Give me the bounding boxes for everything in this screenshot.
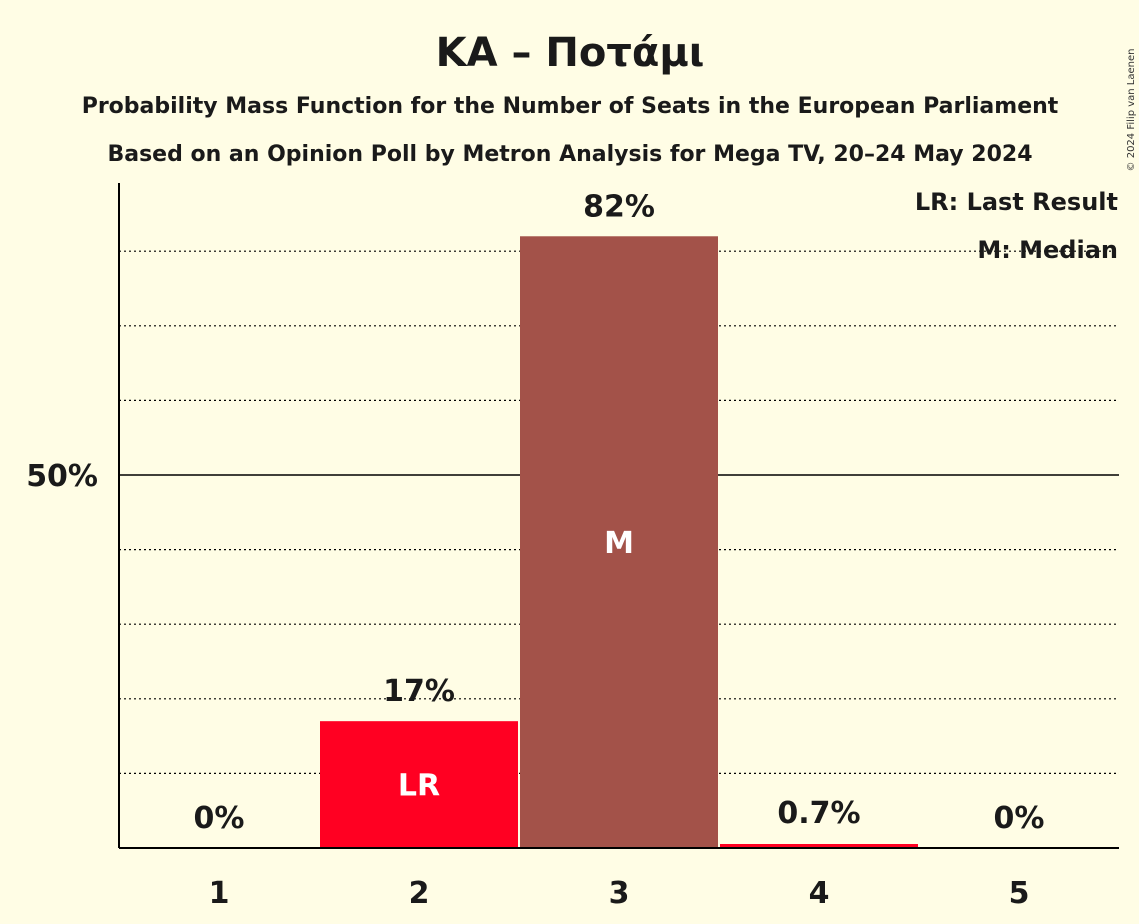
value-label-2: 17% <box>383 674 455 709</box>
bar-4 <box>720 844 918 848</box>
axes <box>118 183 1119 849</box>
chart-subtitle-source: Based on an Opinion Poll by Metron Analy… <box>107 142 1032 167</box>
value-label-3: 82% <box>583 189 655 224</box>
y-tick-50: 50% <box>26 459 98 494</box>
x-tick-labels: 1 2 3 4 5 <box>209 876 1030 911</box>
bar-2 <box>320 721 518 848</box>
bar-marker-lr: LR <box>398 769 440 804</box>
x-tick-3: 3 <box>609 876 630 911</box>
copyright-note: © 2024 Filip van Laenen <box>1126 49 1137 172</box>
x-tick-2: 2 <box>409 876 430 911</box>
bars <box>320 236 918 848</box>
bar-labels: 0% 17% LR 82% M 0.7% 0% <box>194 189 1045 836</box>
chart-title: ΚΑ – Ποτάμι <box>436 30 705 76</box>
legend-median: M: Median <box>977 236 1118 264</box>
bar-3 <box>520 236 718 848</box>
bar-marker-m: M <box>604 526 634 561</box>
x-tick-4: 4 <box>809 876 830 911</box>
legend-last-result: LR: Last Result <box>915 188 1118 216</box>
value-label-5: 0% <box>994 801 1045 836</box>
value-label-4: 0.7% <box>777 796 860 831</box>
x-tick-1: 1 <box>209 876 230 911</box>
y-tick-labels: 50% <box>26 459 98 494</box>
x-tick-5: 5 <box>1009 876 1030 911</box>
value-label-1: 0% <box>194 801 245 836</box>
chart-subtitle: Probability Mass Function for the Number… <box>82 94 1059 119</box>
